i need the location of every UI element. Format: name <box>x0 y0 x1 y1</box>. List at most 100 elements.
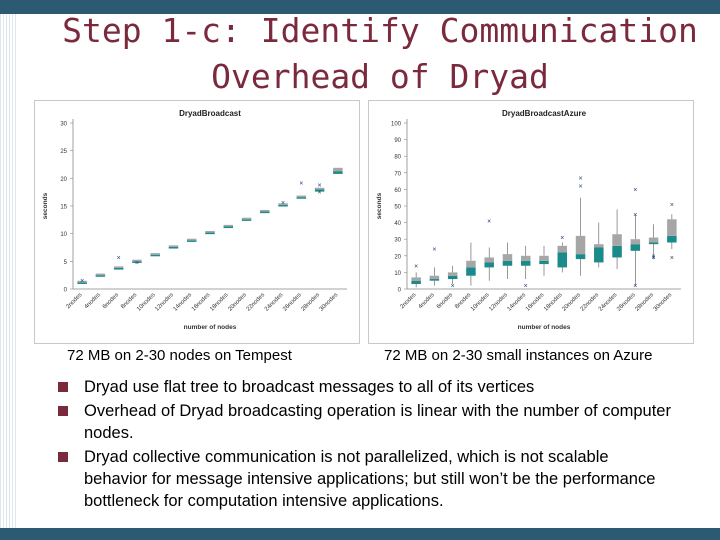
box-upper <box>314 187 325 190</box>
x-tick-label: 20nodes <box>561 292 582 313</box>
box-upper <box>223 224 234 227</box>
x-tick-label: 30nodes <box>653 292 674 313</box>
box-upper <box>296 195 307 198</box>
x-tick-label: 16nodes <box>525 292 546 313</box>
x-axis-label: number of nodes <box>518 324 571 331</box>
box-upper <box>411 277 421 281</box>
outlier-marker: × <box>117 255 121 262</box>
y-tick-label: 30 <box>394 238 401 244</box>
x-tick-label: 26nodes <box>616 292 637 313</box>
outlier-marker: × <box>633 212 637 219</box>
outlier-marker: × <box>633 187 637 194</box>
outlier-marker: × <box>451 283 455 290</box>
outlier-marker: × <box>414 263 418 270</box>
caption-left: 72 MB on 2-30 nodes on Tempest <box>67 347 292 364</box>
y-tick-label: 10 <box>394 271 401 277</box>
y-tick-label: 50 <box>394 205 401 211</box>
outlier-marker: × <box>652 255 656 262</box>
x-tick-label: 10nodes <box>470 292 491 313</box>
box-lower <box>168 246 179 249</box>
outlier-marker: × <box>299 180 303 187</box>
box-lower <box>333 171 343 174</box>
x-tick-label: 24nodes <box>598 292 619 313</box>
chart-azure-svg: DryadBroadcastAzure 0 10 20 30 40 50 60 70 80 90 10… <box>376 109 681 331</box>
outlier-marker: × <box>578 175 582 182</box>
box-upper <box>557 245 568 253</box>
box-lower <box>648 242 659 245</box>
box-upper <box>630 239 641 245</box>
y-tick-label: 40 <box>394 221 401 227</box>
box-upper <box>95 273 106 276</box>
box-upper <box>260 209 270 212</box>
box-upper <box>667 219 677 236</box>
x-tick-label: 30nodes <box>319 292 340 313</box>
x-tick-label: 24nodes <box>264 292 285 313</box>
box-upper <box>429 275 440 280</box>
x-tick-label: 18nodes <box>543 292 564 313</box>
y-tick-label: 15 <box>60 205 67 211</box>
box-lower <box>186 240 197 242</box>
y-tick-label: 20 <box>60 177 67 183</box>
box-lower <box>205 232 215 235</box>
outlier-marker: × <box>318 190 322 197</box>
box-upper <box>484 257 494 263</box>
x-tick-label: 4nodes <box>84 292 102 310</box>
box-lower <box>278 204 288 207</box>
x-tick-label: 16nodes <box>191 292 212 313</box>
box-lower <box>260 211 270 214</box>
x-tick-label: 22nodes <box>246 292 267 313</box>
box-upper <box>575 235 586 255</box>
box-lower <box>411 280 421 285</box>
x-tick-label: 6nodes <box>102 292 120 310</box>
y-tick-label: 80 <box>394 155 401 161</box>
bullet-square-icon <box>58 382 68 392</box>
chart-azure: DryadBroadcastAzure 0 10 20 30 40 50 60 70 80 90 10… <box>368 100 694 344</box>
x-tick-label: 10nodes <box>136 292 157 313</box>
box-upper <box>466 260 476 268</box>
box-lower <box>113 267 124 270</box>
box-lower <box>150 254 160 257</box>
chart-tempest-svg: DryadBroadcast 0 5 10 15 20 25 30 seconds 2nodes 4… <box>42 109 347 331</box>
box-upper <box>520 255 531 261</box>
slide-title-line2: Overhead of Dryad <box>211 57 549 96</box>
outlier-marker: × <box>524 283 528 290</box>
box-upper <box>594 244 604 248</box>
box-upper <box>333 167 343 172</box>
outlier-marker: × <box>318 182 322 189</box>
box-upper <box>186 238 197 241</box>
y-tick-label: 0 <box>64 288 68 294</box>
box-upper <box>132 259 142 262</box>
box-upper <box>278 203 288 205</box>
outlier-marker: × <box>670 255 674 262</box>
x-tick-label: 2nodes <box>65 292 83 310</box>
y-tick-label: 20 <box>394 254 401 260</box>
bullet-item: Dryad collective communication is not pa… <box>56 446 676 512</box>
box-lower <box>520 260 531 266</box>
box-lower <box>296 197 307 199</box>
box-lower <box>447 275 458 280</box>
x-tick-label: 14nodes <box>173 292 194 313</box>
box-upper <box>447 272 458 276</box>
chart-tempest: DryadBroadcast 0 5 10 15 20 25 30 seconds 2nodes 4… <box>34 100 360 344</box>
x-tick-label: 18nodes <box>209 292 230 313</box>
box-lower <box>557 252 568 268</box>
box-upper <box>648 237 659 243</box>
slide-title-line1: Step 1-c: Identify Communication <box>62 11 698 50</box>
y-axis-label: seconds <box>376 192 383 219</box>
x-tick-label: 14nodes <box>507 292 528 313</box>
y-tick-label: 30 <box>60 122 67 128</box>
x-tick-label: 26nodes <box>282 292 303 313</box>
outlier-marker: × <box>578 184 582 191</box>
outlier-marker: × <box>281 200 285 207</box>
bullet-square-icon <box>58 406 68 416</box>
outlier-marker: × <box>652 253 656 260</box>
outlier-marker: × <box>560 235 564 242</box>
box-lower <box>539 260 549 265</box>
box-lower <box>132 261 142 263</box>
outlier-marker: × <box>135 260 139 267</box>
box-lower <box>484 262 494 268</box>
top-bar <box>0 0 720 14</box>
box-lower <box>95 275 106 277</box>
x-tick-label: 6nodes <box>436 292 454 310</box>
x-tick-label: 28nodes <box>634 292 655 313</box>
